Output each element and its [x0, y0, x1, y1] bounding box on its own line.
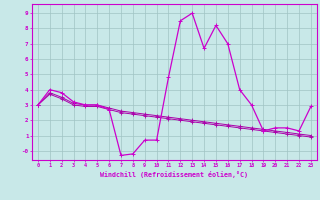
X-axis label: Windchill (Refroidissement éolien,°C): Windchill (Refroidissement éolien,°C)	[100, 171, 248, 178]
